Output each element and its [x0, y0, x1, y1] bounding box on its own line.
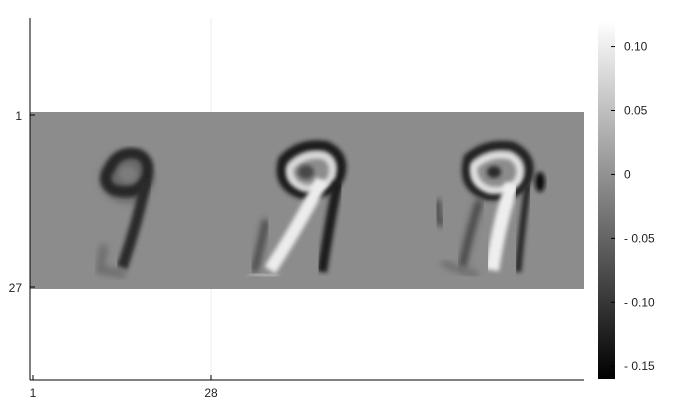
colorbar-tick-label: 0.05	[624, 104, 648, 118]
y-tick-label-27: 27	[9, 281, 23, 295]
colorbar-tick-label: - 0.05	[624, 231, 655, 245]
colorbar-tick-label: - 0.10	[624, 295, 655, 309]
colorbar-tick-label: 0	[624, 167, 631, 181]
heatmap-panel-3	[434, 140, 545, 277]
heatmap-panel-1	[95, 147, 154, 278]
x-tick-label-1: 1	[30, 386, 37, 400]
colorbar-tick-label: 0.10	[624, 40, 648, 54]
y-tick-label-1: 1	[15, 109, 22, 123]
colorbar-tick-label: - 0.15	[624, 359, 655, 373]
heatmap-panel-2	[249, 140, 347, 279]
x-tick-label-28: 28	[204, 386, 218, 400]
colorbar	[598, 21, 615, 379]
colorbar-ticks: 0.10 0.05 0 - 0.05 - 0.10 - 0.15	[611, 40, 655, 373]
